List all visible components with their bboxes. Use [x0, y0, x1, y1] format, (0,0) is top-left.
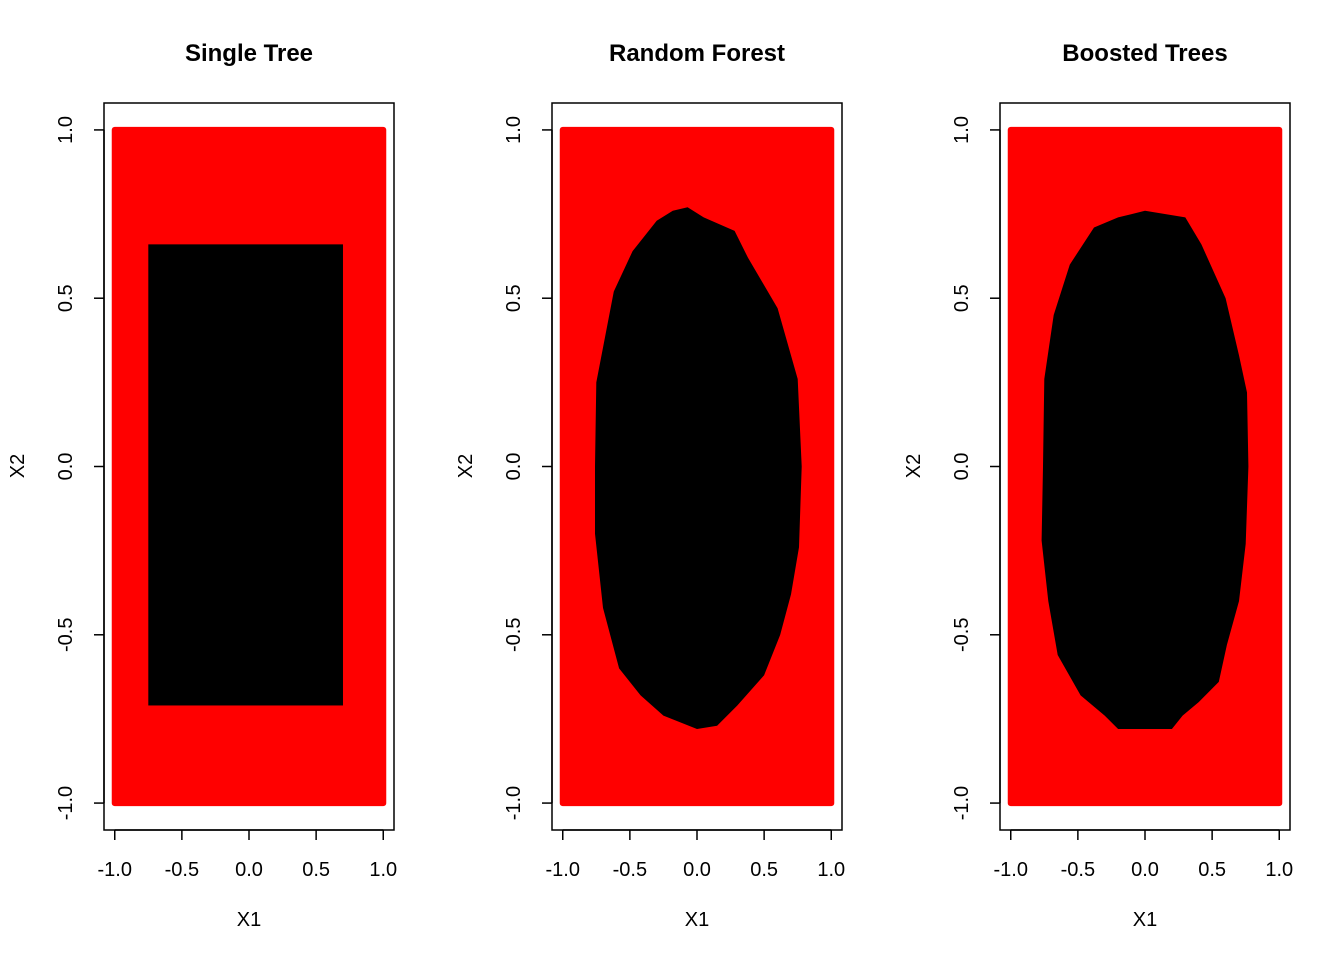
- panel-title: Boosted Trees: [1062, 40, 1227, 67]
- x-tick-label: -0.5: [1061, 859, 1095, 881]
- x-tick-label: 0.0: [683, 859, 711, 881]
- inside-region: [148, 244, 343, 706]
- y-axis-label: X2: [7, 454, 29, 478]
- y-tick-label: -0.5: [951, 618, 973, 652]
- x-tick-labels: -1.0 -0.5 0.0 0.5 1.0: [546, 859, 846, 881]
- y-axis-label: X2: [455, 454, 477, 478]
- y-tick-label: 0.5: [951, 284, 973, 312]
- x-tick-label: 1.0: [1265, 859, 1293, 881]
- plot-area: [990, 102, 1291, 840]
- x-tick-label: 0.0: [1131, 859, 1159, 881]
- inside-region: [1041, 210, 1249, 729]
- plot-area: [94, 102, 395, 840]
- x-tick-label: -1.0: [98, 859, 132, 881]
- y-tick-label: -0.5: [503, 618, 525, 652]
- panel-title: Single Tree: [185, 40, 313, 67]
- y-tick-label: -1.0: [503, 786, 525, 820]
- x-axis-label: X1: [685, 909, 709, 931]
- y-tick-label: 0.0: [55, 453, 77, 481]
- y-axis-label: X2: [903, 454, 925, 478]
- x-tick-label: -0.5: [613, 859, 647, 881]
- panel-random-forest: Random Forest X1 X2 -1.0 -0.5 0.0 0.5 1.…: [455, 40, 845, 931]
- x-tick-label: 1.0: [817, 859, 845, 881]
- y-tick-label: -1.0: [55, 786, 77, 820]
- plot-area: [542, 102, 843, 840]
- x-tick-labels: -1.0 -0.5 0.0 0.5 1.0: [994, 859, 1294, 881]
- y-tick-labels: -1.0 -0.5 0.0 0.5 1.0: [55, 116, 77, 820]
- x-tick-label: -0.5: [165, 859, 199, 881]
- x-tick-label: 1.0: [369, 859, 397, 881]
- x-tick-labels: -1.0 -0.5 0.0 0.5 1.0: [98, 859, 398, 881]
- y-tick-label: 0.0: [951, 453, 973, 481]
- x-tick-label: 0.0: [235, 859, 263, 881]
- y-tick-label: -1.0: [951, 786, 973, 820]
- y-tick-label: 1.0: [951, 116, 973, 144]
- y-tick-label: 1.0: [503, 116, 525, 144]
- x-axis-label: X1: [1133, 909, 1157, 931]
- x-axis-label: X1: [237, 909, 261, 931]
- y-tick-labels: -1.0 -0.5 0.0 0.5 1.0: [951, 116, 973, 820]
- y-tick-label: 0.5: [55, 284, 77, 312]
- panel-title: Random Forest: [609, 40, 785, 67]
- y-tick-labels: -1.0 -0.5 0.0 0.5 1.0: [503, 116, 525, 820]
- y-tick-label: 1.0: [55, 116, 77, 144]
- x-tick-label: 0.5: [750, 859, 778, 881]
- x-tick-label: -1.0: [546, 859, 580, 881]
- x-tick-label: 0.5: [1198, 859, 1226, 881]
- x-tick-label: -1.0: [994, 859, 1028, 881]
- panel-single-tree: Single Tree X1 X2 -1.0 -0.5 0.0 0.5 1.0 …: [7, 40, 397, 931]
- y-tick-label: -0.5: [55, 618, 77, 652]
- x-tick-label: 0.5: [302, 859, 330, 881]
- y-tick-label: 0.0: [503, 453, 525, 481]
- inside-region: [595, 207, 802, 730]
- y-tick-label: 0.5: [503, 284, 525, 312]
- panel-boosted-trees: Boosted Trees X1 X2 -1.0 -0.5 0.0 0.5 1.…: [903, 40, 1293, 931]
